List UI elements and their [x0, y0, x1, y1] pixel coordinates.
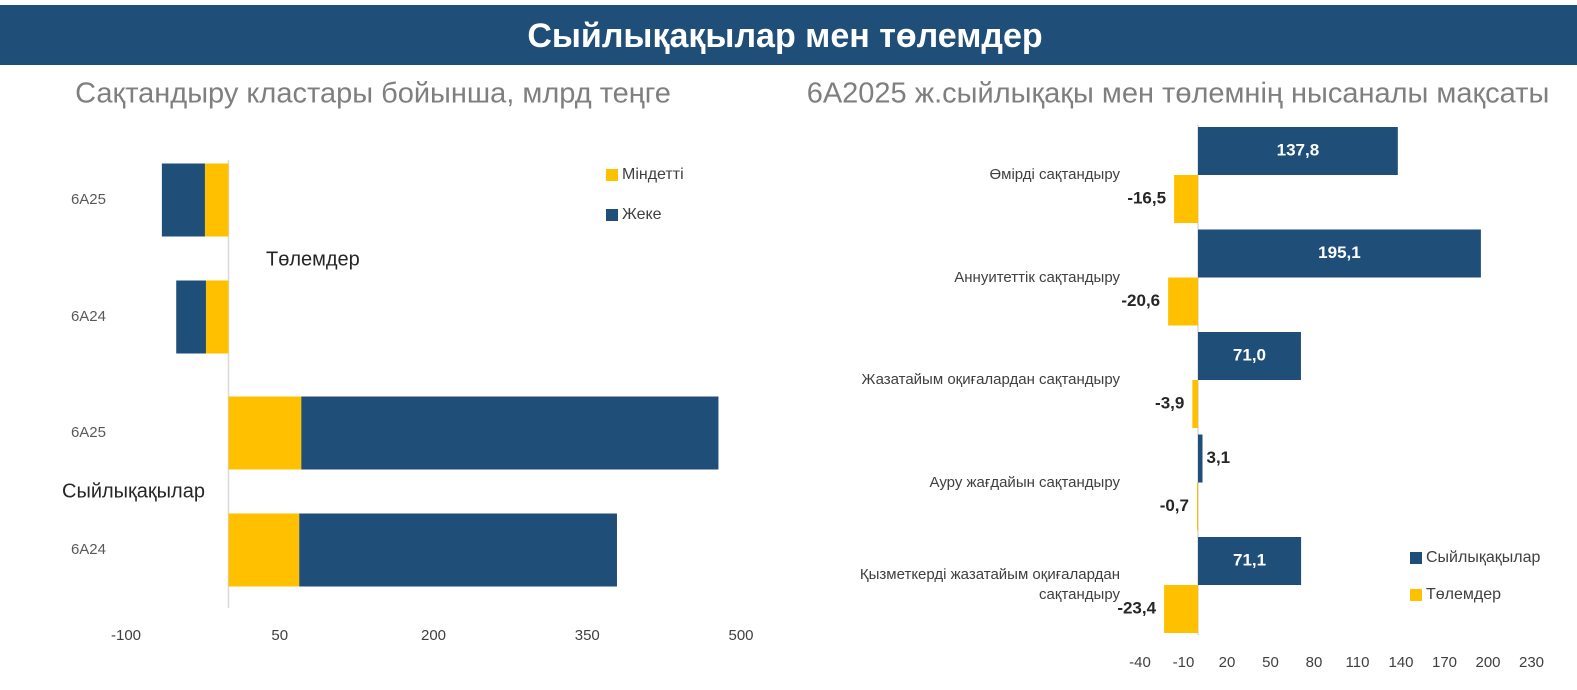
group-label: Сыйлықақылар	[62, 480, 205, 502]
x-tick-label: 500	[728, 627, 753, 644]
y-tick-label: Өмірді сақтандыру	[989, 166, 1120, 183]
y-tick-label: 6А25	[71, 424, 106, 441]
legend-swatch	[606, 169, 618, 181]
bar	[161, 163, 205, 237]
x-tick-label: 50	[1262, 654, 1279, 671]
bar	[204, 163, 229, 237]
bar	[1198, 127, 1398, 175]
x-tick-label: 170	[1432, 654, 1457, 671]
bar	[1198, 332, 1301, 380]
x-tick-label: -100	[111, 627, 141, 644]
x-tick-label: 350	[575, 627, 600, 644]
data-label: 3,1	[1206, 448, 1230, 467]
y-tick-label: Аннуитеттік сақтандыру	[954, 268, 1120, 286]
legend-label: Жеке	[622, 206, 662, 223]
bar	[1174, 175, 1198, 223]
legend-swatch	[606, 209, 618, 221]
data-label: -23,4	[1117, 598, 1156, 617]
chart-title: 6А2025 ж.сыйлықақы мен төлемнің нысаналы…	[807, 78, 1550, 110]
y-tick-label: Ауру жағдайын сақтандыру	[929, 473, 1120, 491]
bar	[1198, 537, 1302, 585]
data-label: 137,8	[1277, 140, 1320, 159]
bar	[1198, 434, 1203, 483]
x-tick-label: -40	[1129, 654, 1151, 671]
x-tick-label: 200	[421, 627, 446, 644]
y-tick-label: 6А24	[71, 308, 106, 325]
bar	[1164, 585, 1198, 633]
bar	[1192, 380, 1198, 428]
legend-swatch	[1410, 552, 1422, 564]
y-tick-label: 6А25	[71, 191, 106, 208]
y-tick-label: 6А24	[71, 541, 106, 558]
x-tick-label: 20	[1219, 654, 1236, 671]
data-label: -0,7	[1160, 496, 1189, 515]
header-band	[0, 5, 1577, 65]
data-label: -20,6	[1121, 291, 1160, 310]
x-tick-label: 50	[271, 627, 288, 644]
bar	[301, 396, 719, 470]
x-tick-label: -10	[1173, 654, 1195, 671]
data-label: -3,9	[1155, 393, 1184, 412]
bar	[299, 513, 617, 587]
y-tick-label: Қызметкерді жазатайым оқиғалардан сақтан…	[859, 566, 1120, 603]
bar	[176, 280, 206, 354]
bar	[205, 280, 229, 354]
chart-title: Сақтандыру кластары бойынша, млрд теңге	[75, 78, 671, 110]
group-label: Төлемдер	[266, 248, 360, 270]
page-title: Сыйлықақылар мен төлемдер	[527, 17, 1042, 55]
legend-label: Төлемдер	[1426, 586, 1501, 603]
x-tick-label: 200	[1475, 654, 1500, 671]
legend-label: Міндетті	[622, 166, 684, 183]
bar	[228, 513, 300, 587]
data-label: -16,5	[1127, 188, 1166, 207]
data-label: 71,1	[1233, 550, 1266, 569]
legend-label: Сыйлықақылар	[1426, 549, 1540, 566]
y-tick-label: Жазатайым оқиғалардан сақтандыру	[861, 371, 1120, 388]
x-tick-label: 80	[1306, 654, 1323, 671]
x-tick-label: 110	[1346, 654, 1370, 671]
data-label: 71,0	[1233, 345, 1266, 364]
bar	[1196, 482, 1198, 531]
x-tick-label: 140	[1388, 654, 1413, 671]
data-label: 195,1	[1318, 243, 1361, 262]
bar	[1198, 229, 1481, 278]
bar	[228, 396, 302, 470]
legend-swatch	[1410, 589, 1422, 601]
x-tick-label: 230	[1519, 654, 1544, 671]
bar	[1168, 277, 1198, 326]
